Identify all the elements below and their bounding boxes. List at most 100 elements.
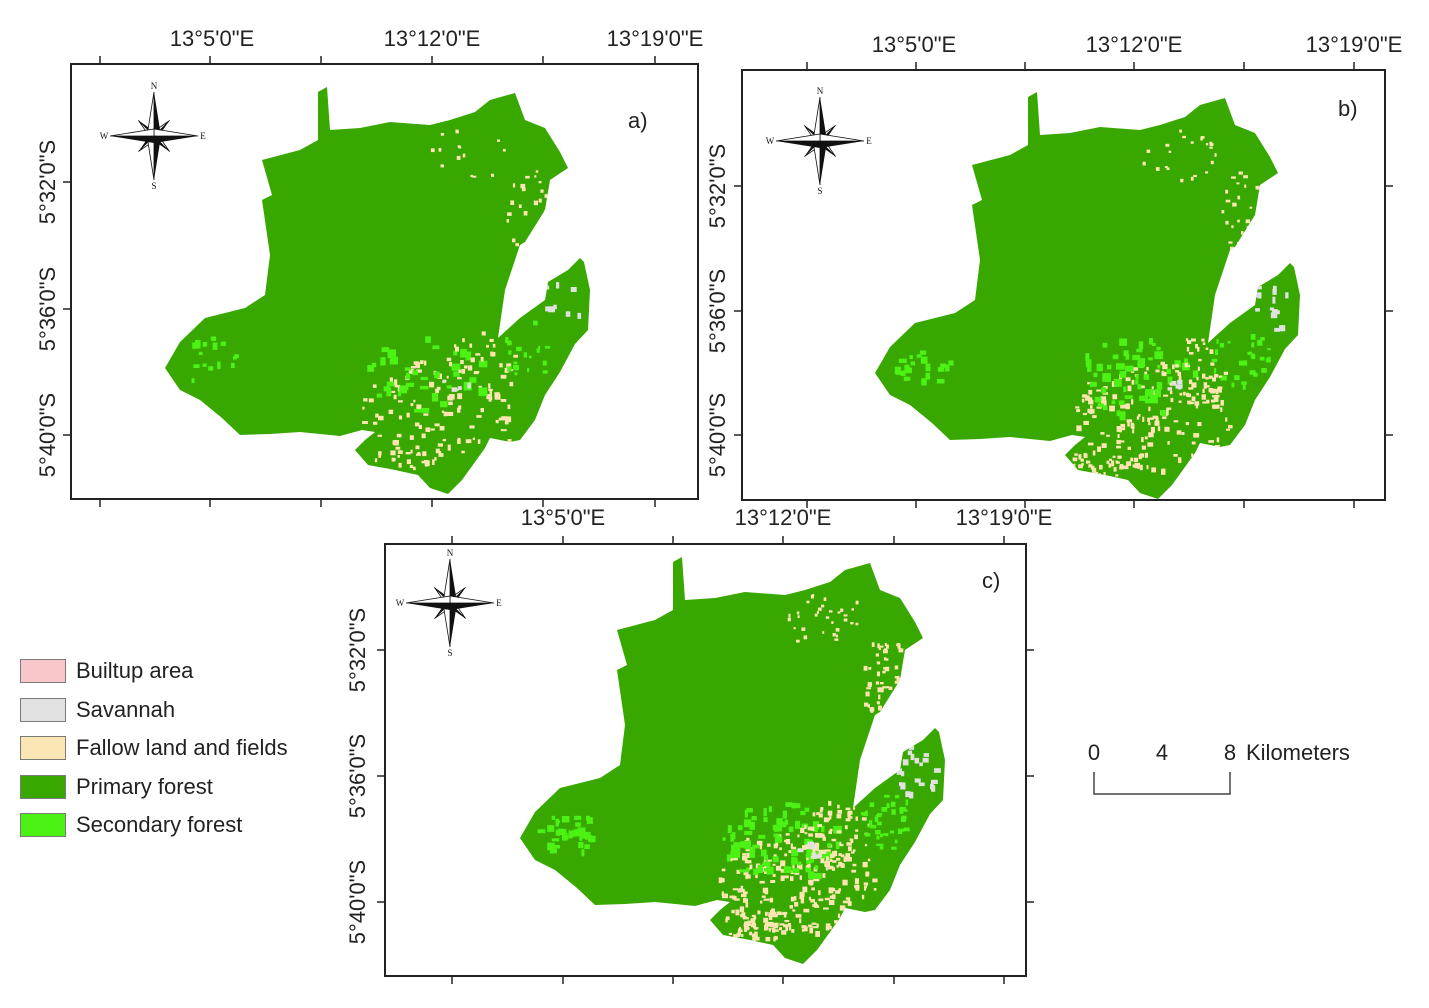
secondary-patch [217, 361, 221, 370]
savannah-patch [797, 848, 804, 853]
fallow-patch [755, 874, 758, 879]
fallow-patch [1155, 417, 1159, 422]
fallow-patch [854, 878, 859, 884]
secondary-patch [797, 861, 802, 866]
savannah-patch [902, 759, 909, 766]
savannah-patch [1270, 312, 1278, 319]
fallow-patch [1072, 457, 1078, 462]
secondary-patch [414, 408, 423, 413]
fallow-patch [862, 861, 868, 868]
fallow-patch [1117, 434, 1120, 438]
secondary-patch [749, 821, 755, 830]
fallow-patch [800, 898, 805, 904]
fallow-patch [754, 931, 758, 935]
fallow-patch [814, 846, 819, 851]
secondary-patch [586, 817, 593, 824]
fallow-patch [1188, 365, 1191, 367]
fallow-patch [793, 627, 796, 630]
fallow-patch [1100, 396, 1107, 401]
secondary-patch [822, 853, 830, 859]
fallow-patch [1106, 460, 1110, 464]
fallow-patch [837, 804, 840, 809]
secondary-patch [920, 356, 928, 364]
fallow-patch [447, 411, 454, 416]
fallow-patch [456, 155, 461, 160]
savannah-patch [901, 771, 905, 777]
secondary-patch [743, 819, 752, 828]
fallow-patch [413, 466, 416, 471]
fallow-patch [1214, 389, 1219, 392]
fallow-patch [503, 148, 506, 152]
fallow-patch [747, 860, 752, 864]
fallow-patch [430, 428, 435, 431]
secondary-patch [1112, 354, 1119, 360]
secondary-patch [1222, 375, 1227, 381]
secondary-patch [898, 358, 907, 363]
secondary-patch [835, 841, 840, 849]
fallow-patch [746, 852, 750, 858]
fallow-patch [473, 371, 479, 375]
fallow-patch [1116, 445, 1121, 449]
fallow-patch [506, 219, 510, 223]
legend-item-builtup: Builtup area [20, 652, 288, 691]
secondary-patch [772, 824, 778, 830]
fallow-patch [1203, 382, 1208, 386]
fallow-patch [847, 811, 851, 817]
secondary-patch [198, 351, 203, 355]
fallow-patch [768, 927, 771, 932]
legend-swatch [20, 813, 66, 838]
fallow-patch [845, 807, 851, 811]
fallow-patch [1196, 377, 1199, 381]
fallow-patch [783, 924, 789, 928]
fallow-patch [504, 420, 509, 425]
fallow-patch [1177, 371, 1182, 376]
fallow-patch [816, 611, 819, 614]
scale-tick-label: 8 [1224, 740, 1236, 765]
fallow-patch [843, 856, 847, 862]
fallow-patch [408, 369, 414, 374]
fallow-patch [813, 902, 817, 905]
fallow-patch [1209, 141, 1213, 144]
fallow-patch [1191, 382, 1197, 388]
fallow-patch [1122, 465, 1127, 469]
fallow-patch [1214, 394, 1220, 398]
fallow-patch [411, 366, 416, 369]
fallow-patch [415, 445, 420, 450]
fallow-patch [849, 838, 853, 842]
fallow-patch [795, 914, 802, 918]
fallow-patch [462, 338, 465, 343]
savannah-patch [1178, 384, 1183, 389]
fallow-patch [1202, 401, 1207, 404]
fallow-patch [1214, 374, 1219, 378]
secondary-patch [542, 360, 547, 366]
secondary-patch [1152, 342, 1156, 346]
fallow-patch [832, 633, 836, 637]
fallow-patch [1099, 464, 1103, 470]
secondary-patch [1125, 365, 1134, 372]
fallow-patch [489, 338, 494, 342]
savannah-patch [816, 854, 822, 859]
fallow-patch [1184, 362, 1188, 368]
fallow-patch [855, 600, 859, 605]
fallow-patch [460, 360, 464, 365]
secondary-patch [921, 378, 927, 386]
secondary-patch [821, 825, 825, 833]
secondary-patch [210, 336, 217, 341]
fallow-patch [1109, 405, 1115, 412]
fallow-patch [867, 704, 870, 708]
fallow-patch [818, 890, 821, 896]
fallow-patch [865, 871, 870, 877]
secondary-patch [573, 829, 582, 837]
secondary-patch [940, 363, 946, 368]
fallow-patch [1237, 195, 1241, 200]
fallow-patch [523, 211, 528, 216]
fallow-patch [410, 403, 414, 407]
fallow-patch [878, 647, 881, 650]
fallow-patch [494, 394, 501, 400]
secondary-patch [920, 350, 927, 355]
fallow-patch [820, 807, 824, 811]
fallow-patch [779, 927, 782, 931]
fallow-patch [888, 686, 893, 690]
fallow-patch [486, 394, 492, 400]
fallow-patch [810, 899, 815, 903]
